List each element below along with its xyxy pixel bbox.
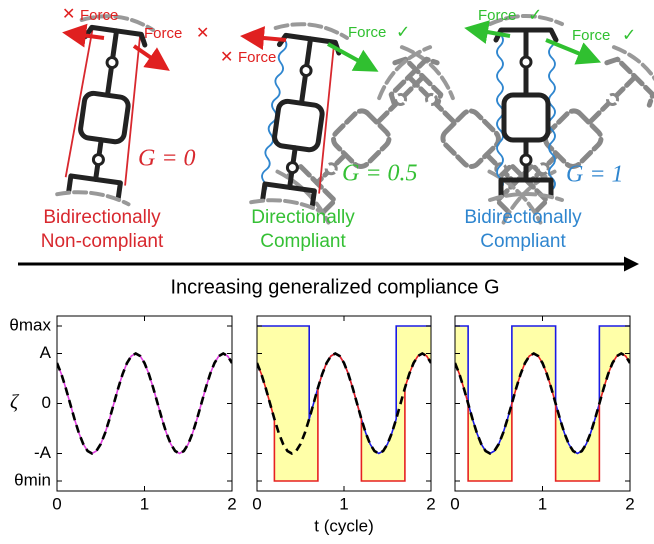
check-icon: ✓ xyxy=(396,22,410,41)
band-fill xyxy=(257,326,431,481)
y-tick-label: 0 xyxy=(42,393,51,412)
cross-icon: ✕ xyxy=(196,25,209,42)
force-label: Force xyxy=(238,49,276,66)
force-arrow xyxy=(464,20,511,44)
panel-caption: Bidirectionally xyxy=(43,207,161,228)
force-arrow xyxy=(545,38,602,65)
series-line xyxy=(57,352,232,455)
robot-compliant xyxy=(490,16,562,200)
x-tick-label: 1 xyxy=(339,494,348,513)
check-icon: ✓ xyxy=(528,5,542,24)
force-label: Force xyxy=(348,24,386,41)
y-tick-label: A xyxy=(40,343,52,362)
force-arrow xyxy=(132,44,170,71)
g-label: G = 0.5 xyxy=(342,161,418,187)
force-arrow xyxy=(62,23,105,48)
y-tick-label: θmax xyxy=(9,315,51,334)
series-line xyxy=(257,352,431,455)
band-fill xyxy=(455,326,630,481)
force-label: Force xyxy=(80,7,118,24)
force-arrow xyxy=(240,26,287,51)
y-tick-label: -A xyxy=(34,443,52,462)
y-axis-label: ζ xyxy=(10,391,20,413)
force-label: Force xyxy=(478,7,516,24)
y-tick-label: θmin xyxy=(14,470,51,489)
x-tick-label: 2 xyxy=(426,494,435,513)
check-icon: ✓ xyxy=(622,25,636,44)
robot-rigid xyxy=(57,12,154,204)
x-tick-label: 2 xyxy=(625,494,634,513)
panel-caption: Bidirectionally xyxy=(464,207,582,228)
x-tick-label: 1 xyxy=(140,494,149,513)
x-axis-label: t (cycle) xyxy=(314,516,374,535)
arrow-caption: Increasing generalized compliance G xyxy=(170,276,499,298)
cross-icon: ✕ xyxy=(62,6,75,23)
axes-frame xyxy=(56,315,233,492)
force-label: Force xyxy=(572,27,610,44)
panel-caption: Compliant xyxy=(480,231,566,252)
series-line xyxy=(57,352,232,455)
g-label: G = 1 xyxy=(566,162,624,188)
robot-directional xyxy=(251,20,348,212)
series-line xyxy=(455,352,630,455)
g-label: G = 0 xyxy=(138,146,196,172)
x-tick-label: 2 xyxy=(227,494,236,513)
x-tick-label: 0 xyxy=(252,494,261,513)
panel-caption: Non-compliant xyxy=(41,231,164,252)
x-tick-label: 0 xyxy=(52,494,61,513)
panel-caption: Directionally xyxy=(251,207,355,228)
cross-icon: ✕ xyxy=(220,49,233,66)
x-tick-label: 0 xyxy=(450,494,459,513)
force-label: Force xyxy=(144,25,182,42)
panel-caption: Compliant xyxy=(260,231,346,252)
force-arrow xyxy=(327,42,379,72)
x-tick-label: 1 xyxy=(538,494,547,513)
